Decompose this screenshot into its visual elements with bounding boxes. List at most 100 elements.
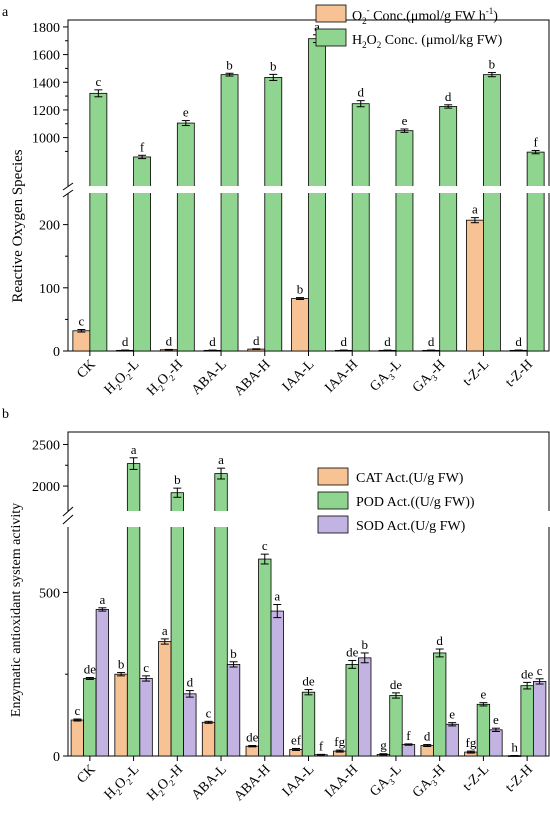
y-tick-label-b-up-0: 2000 (32, 480, 60, 495)
significance-letter-a-s1-2: e (183, 105, 189, 120)
legend-swatch-h2o2 (315, 28, 347, 47)
x-tick-label-a-10: t-Z-H (503, 357, 536, 390)
significance-letter-b-s2-1: c (143, 660, 149, 675)
axis-break-gap-b (62, 511, 550, 527)
x-tick-label-b-4: ABA-H (232, 762, 274, 804)
significance-letter-b-s0-0: c (74, 703, 80, 718)
bar-b-s0-4 (245, 745, 259, 757)
significance-letter-a-s0-4: d (253, 333, 260, 348)
significance-letter-b-s1-8: d (436, 633, 443, 648)
y-tick-label-a-up-2: 1400 (32, 76, 60, 91)
significance-letter-b-s0-7: g (380, 738, 387, 753)
x-tick-label-b-1: H2O2-L (102, 762, 144, 804)
x-tick-label-a-7: GA3-L (367, 357, 406, 396)
axis-break-mark-a-1 (62, 182, 74, 191)
legend-sod-label: SOD Act.(U/g FW) (356, 519, 466, 534)
significance-letter-a-s1-0: c (95, 74, 101, 89)
significance-letter-a-s1-8: d (445, 89, 452, 104)
bar-b-s2-1 (139, 678, 153, 757)
significance-letter-b-s1-10: de (521, 666, 534, 681)
bar-b-s1-6 (345, 664, 359, 757)
significance-letter-b-s1-3: a (218, 452, 224, 467)
significance-letter-a-s1-7: e (402, 113, 408, 128)
significance-letter-a-s1-4: b (270, 58, 277, 73)
panel-a-legend: O2- Conc.(μmol/g FW h-1) H2O2 Conc. (μmol… (315, 4, 503, 50)
bar-b-s1-7 (389, 695, 403, 757)
bar-b-s1-9 (476, 703, 491, 757)
significance-letter-b-s0-9: fg (465, 735, 476, 750)
significance-letter-a-s1-9: b (489, 57, 496, 72)
significance-letter-b-s0-4: de (246, 730, 259, 745)
bar-b-s1-1 (126, 463, 141, 757)
bar-b-s2-2 (183, 693, 197, 757)
x-tick-label-b-8: GA3-H (410, 762, 450, 802)
significance-letter-b-s2-6: b (361, 637, 368, 652)
significance-letter-a-s0-5: b (297, 282, 304, 297)
legend-label-h2o2: H2O2 Conc. (μmol/kg FW) (352, 33, 503, 50)
y-tick-label-a-low-0: 0 (53, 345, 60, 360)
significance-letter-b-s1-2: b (174, 472, 181, 487)
panel-a: a Reactive Oxygen Species c d d d d b d d d a d c f e… (2, 4, 550, 399)
significance-letter-a-s0-9: a (472, 202, 478, 217)
bar-a-s1-4 (264, 77, 283, 352)
significance-letter-b-s2-2: d (187, 675, 194, 690)
significance-letter-b-s2-7: f (406, 728, 411, 743)
axis-break-mark-b-1 (62, 506, 74, 517)
bar-a-s1-3 (220, 74, 239, 352)
legend-cat-swatch (317, 467, 349, 486)
bar-a-s0-5 (291, 298, 309, 352)
bar-a-s1-0 (89, 92, 108, 352)
significance-letter-b-s2-0: a (99, 592, 105, 607)
bar-b-s2-6 (358, 657, 372, 757)
y-tick-label-b-up-1: 2500 (32, 438, 60, 453)
legend-sod-swatch (317, 515, 349, 534)
bar-b-s2-7 (401, 744, 416, 757)
bar-a-s1-8 (439, 106, 458, 352)
x-tick-label-b-2: H2O2-H (144, 762, 187, 805)
panel-b-legend: CAT Act.(U/g FW) POD Act.((U/g FW)) SOD Ac… (317, 467, 475, 534)
x-tick-label-a-1: H2O2-L (102, 357, 144, 399)
significance-letter-b-s2-5: f (319, 738, 324, 753)
significance-letter-a-s1-10: f (533, 134, 538, 149)
bar-b-s0-8 (420, 745, 434, 757)
significance-letter-b-s2-3: b (230, 646, 237, 661)
significance-letter-b-s0-10: h (511, 740, 518, 755)
significance-letter-b-s1-5: de (302, 674, 315, 689)
bar-a-s1-6 (351, 103, 370, 352)
x-tick-label-b-0: CK (74, 762, 98, 786)
bar-b-s2-4 (270, 610, 284, 757)
significance-letter-a-s0-0: c (78, 314, 84, 329)
y-tick-label-b-low-0: 0 (53, 750, 60, 765)
bar-b-s1-10 (520, 685, 534, 757)
bar-b-s1-8 (433, 652, 447, 757)
significance-letter-a-s0-1: d (122, 334, 129, 349)
significance-letter-a-s1-1: f (140, 139, 145, 154)
significance-letter-b-s0-2: a (162, 623, 168, 638)
x-tick-label-b-5: IAA-L (280, 762, 318, 800)
bar-a-s0-0 (72, 330, 91, 352)
legend-cat-label: CAT Act.(U/g FW) (356, 471, 464, 486)
legend-label-o2: O2- Conc.(μmol/g FW h-1) (352, 5, 498, 26)
x-tick-label-a-9: t-Z-L (460, 357, 492, 389)
significance-letter-b-s2-4: a (274, 589, 280, 604)
y-tick-label-a-low-1: 100 (39, 282, 60, 297)
bar-b-s2-3 (226, 664, 241, 757)
legend-pod-label: POD Act.((U/g FW)) (356, 495, 475, 510)
significance-letter-b-s1-9: e (481, 687, 487, 702)
y-tick-label-a-low-2: 200 (39, 219, 60, 234)
significance-letter-b-s0-8: d (424, 729, 431, 744)
legend-pod-swatch (317, 491, 349, 510)
bar-b-s1-0 (83, 678, 97, 757)
bar-a-s0-9 (466, 219, 484, 352)
y-tick-label-a-up-4: 1800 (32, 21, 60, 36)
y-tick-label-a-up-1: 1200 (32, 104, 60, 119)
panel-a-plot-area: c d d d d b d d d a d c f e b b a d e d b f 0 100 200 1000 1200 140… (32, 19, 550, 399)
significance-letter-b-s2-10: c (537, 663, 543, 678)
bar-b-s2-10 (532, 681, 547, 757)
bar-b-s0-0 (70, 719, 85, 757)
significance-letter-b-s2-8: e (449, 707, 455, 722)
bar-a-s1-5 (308, 38, 326, 352)
significance-letter-b-s1-4: c (262, 538, 268, 553)
significance-letter-b-s1-0: de (84, 661, 97, 676)
